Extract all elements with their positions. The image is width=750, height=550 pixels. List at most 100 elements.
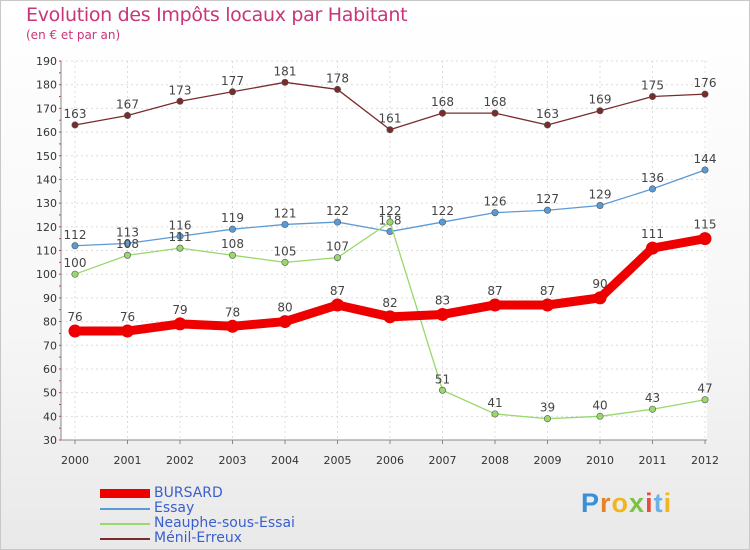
- y-tick-label: 50: [43, 387, 57, 400]
- data-point: [333, 85, 341, 93]
- chart-title: Evolution des Impôts locaux par Habitant: [26, 4, 408, 26]
- x-tick-label: 2004: [271, 454, 299, 467]
- data-label: 168: [431, 95, 454, 109]
- x-tick-label: 2002: [166, 454, 194, 467]
- legend-item: Neauphe-sous-Essai: [100, 516, 295, 531]
- data-label: 76: [67, 310, 82, 324]
- data-label: 43: [645, 391, 660, 405]
- x-tick-label: 2012: [691, 454, 719, 467]
- series-neauphe-sous-essai: 100 108 111 108 105 107 122 51 41 39 40 43 47: [64, 204, 713, 423]
- data-point: [383, 310, 397, 324]
- data-label: 176: [694, 76, 717, 90]
- data-point: [281, 258, 289, 266]
- data-point: [281, 78, 289, 86]
- brand-letter: x: [629, 488, 646, 518]
- legend-swatch: [100, 522, 150, 525]
- brand-letter: P: [581, 488, 601, 518]
- data-label: 168: [484, 95, 507, 109]
- x-tick-label: 2005: [324, 454, 352, 467]
- data-label: 178: [326, 71, 349, 85]
- data-point: [278, 315, 292, 329]
- data-point: [124, 251, 132, 259]
- data-label: 41: [487, 396, 502, 410]
- x-tick-label: 2006: [376, 454, 404, 467]
- brand-letter: i: [663, 488, 673, 518]
- data-point: [701, 90, 709, 98]
- data-point: [491, 410, 499, 418]
- data-label: 79: [172, 303, 187, 317]
- data-label: 119: [221, 211, 244, 225]
- y-tick-label: 110: [36, 245, 57, 258]
- data-label: 108: [116, 237, 139, 251]
- brand-letter: t: [653, 488, 664, 518]
- data-label: 122: [326, 204, 349, 218]
- data-label: 111: [169, 230, 192, 244]
- data-point: [648, 93, 656, 101]
- data-point: [71, 121, 79, 129]
- data-point: [173, 317, 187, 331]
- data-label: 112: [64, 228, 87, 242]
- legend-label: Ménil-Erreux: [154, 530, 242, 546]
- legend-label: Neauphe-sous-Essai: [154, 515, 295, 531]
- x-tick-label: 2001: [114, 454, 142, 467]
- legend-item: BURSARD: [100, 486, 295, 501]
- legend-label: Essay: [154, 500, 195, 516]
- data-label: 163: [536, 107, 559, 121]
- data-label: 83: [435, 293, 450, 307]
- data-point: [124, 111, 132, 119]
- y-tick-label: 120: [36, 221, 57, 234]
- chart-legend: BURSARD Essay Neauphe-sous-Essai Ménil-Erre…: [100, 486, 295, 546]
- y-tick-label: 30: [43, 434, 57, 447]
- data-label: 51: [435, 372, 450, 386]
- data-point: [176, 232, 184, 240]
- data-point: [593, 291, 607, 305]
- data-label: 100: [64, 256, 87, 270]
- data-label: 122: [379, 204, 402, 218]
- x-tick-label: 2010: [586, 454, 614, 467]
- y-tick-label: 100: [36, 268, 57, 281]
- data-point: [596, 201, 604, 209]
- data-point: [176, 244, 184, 252]
- data-label: 126: [484, 195, 507, 209]
- y-tick-label: 40: [43, 410, 57, 423]
- data-point: [488, 298, 502, 312]
- data-label: 177: [221, 74, 244, 88]
- data-point: [543, 121, 551, 129]
- data-point: [648, 185, 656, 193]
- data-point: [701, 166, 709, 174]
- y-tick-label: 150: [36, 150, 57, 163]
- data-label: 181: [274, 64, 297, 78]
- data-label: 167: [116, 97, 139, 111]
- data-point: [229, 225, 237, 233]
- data-label: 122: [431, 204, 454, 218]
- y-tick-label: 160: [36, 126, 57, 139]
- data-label: 76: [120, 310, 135, 324]
- data-point: [386, 126, 394, 134]
- data-point: [229, 251, 237, 259]
- data-label: 161: [379, 112, 402, 126]
- data-point: [121, 324, 134, 338]
- y-tick-label: 170: [36, 102, 57, 115]
- series-essay: 112113116119121122118122126127129136144: [64, 152, 716, 250]
- data-point: [68, 324, 82, 338]
- y-tick-label: 60: [43, 363, 57, 376]
- data-label: 173: [169, 83, 192, 97]
- data-point: [438, 109, 446, 117]
- data-point: [229, 88, 237, 96]
- data-label: 111: [641, 227, 664, 241]
- data-point: [491, 109, 499, 117]
- data-point: [226, 319, 239, 333]
- y-tick-label: 180: [36, 79, 57, 92]
- data-point: [543, 206, 551, 214]
- data-point: [386, 218, 394, 226]
- plot-area: [61, 61, 707, 440]
- data-point: [436, 307, 449, 321]
- data-label: 121: [274, 206, 297, 220]
- data-point: [281, 220, 289, 228]
- data-point: [543, 415, 551, 423]
- data-label: 80: [277, 301, 292, 315]
- legend-label: BURSARD: [154, 485, 223, 501]
- legend-swatch: [100, 489, 150, 498]
- brand-letter: i: [645, 488, 654, 518]
